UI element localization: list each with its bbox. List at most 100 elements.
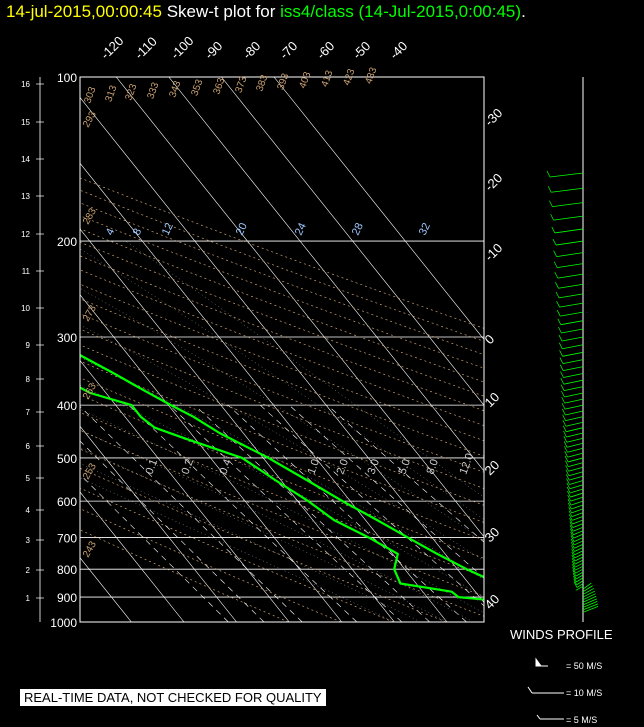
- wind-shaft: [560, 311, 584, 317]
- wind-barb: [550, 213, 554, 221]
- isotherm-line: [80, 162, 448, 622]
- height-km-label: 1: [26, 594, 31, 603]
- wind-barb: [563, 441, 568, 448]
- theta-label: 353: [189, 78, 205, 98]
- wind-shaft: [565, 410, 584, 416]
- wind-key-barb-icon: [527, 686, 564, 694]
- theta-label: 393: [275, 72, 291, 92]
- wind-shaft: [582, 595, 597, 603]
- wind-shaft: [572, 526, 584, 532]
- mixing-ratio-line: [194, 404, 430, 622]
- wind-shaft: [574, 543, 584, 549]
- isotherm-line: [80, 97, 484, 603]
- dry-adiabat-line: [80, 344, 484, 506]
- theta-left-label: 243: [81, 539, 99, 559]
- right-temp-label: -30: [482, 105, 506, 129]
- theta-label: 333: [145, 81, 161, 101]
- mixing-ratio-label: 1.0: [306, 458, 323, 476]
- wind-barb: [558, 326, 562, 334]
- wind-shaft: [560, 320, 584, 326]
- wind-barb: [561, 402, 566, 410]
- wind-shaft: [575, 574, 584, 580]
- dry-adiabat-line: [80, 394, 484, 559]
- wind-key-halfbarb-icon: [536, 714, 564, 720]
- dry-adiabat-line: [80, 189, 484, 342]
- height-km-label: 5: [26, 474, 31, 483]
- wind-shaft: [576, 583, 584, 588]
- wind-shaft: [569, 484, 584, 490]
- wind-barb: [557, 318, 562, 325]
- theta-label: 403: [297, 70, 313, 90]
- wind-barb: [560, 371, 564, 378]
- winds-profile-title: WINDS PROFILE: [510, 627, 613, 642]
- title-prefix: Skew-t plot for: [166, 2, 276, 21]
- wind-shaft: [549, 172, 584, 178]
- dry-adiabat-line: [80, 298, 484, 457]
- moist-adiabat-line: [80, 463, 421, 622]
- theta-e-label: 8: [131, 227, 144, 238]
- dry-adiabat-line: [80, 202, 484, 356]
- height-km-label: 7: [26, 408, 31, 417]
- wind-shaft: [557, 273, 584, 279]
- wind-shaft: [573, 537, 584, 542]
- wind-barb: [562, 414, 566, 421]
- right-temp-label: 10: [482, 389, 503, 410]
- wind-shaft: [570, 496, 584, 502]
- dry-adiabat-line: [80, 360, 484, 523]
- theta-e-label: 12: [160, 221, 176, 237]
- wind-shaft: [559, 302, 584, 308]
- wind-barb: [566, 482, 571, 489]
- wind-barb: [571, 557, 576, 565]
- theta-left-label: 263: [81, 381, 99, 401]
- theta-e-label: 28: [350, 221, 366, 237]
- wind-shaft: [571, 504, 584, 510]
- isotherm-line: [80, 491, 185, 622]
- height-km-label: 6: [26, 442, 31, 451]
- wind-shaft: [576, 580, 584, 586]
- wind-barb: [553, 250, 557, 257]
- title-datetime: 14-jul-2015,00:00:45: [6, 2, 162, 21]
- top-temp-label: -80: [240, 38, 264, 62]
- wind-shaft: [574, 550, 584, 556]
- theta-left-label: 253: [81, 461, 99, 481]
- dry-adiabat-line: [80, 215, 484, 369]
- wind-barb: [563, 430, 567, 438]
- wind-shaft: [553, 215, 584, 221]
- wind-shaft: [569, 488, 584, 494]
- title-station: iss4/class (14-Jul-2015,0:00:45): [280, 2, 522, 21]
- wind-barb: [571, 554, 576, 562]
- theta-label: 373: [233, 75, 249, 95]
- pressure-label: 600: [57, 495, 77, 509]
- right-temp-label: 20: [482, 457, 503, 478]
- pressure-label: 1000: [50, 616, 77, 630]
- wind-barb: [568, 506, 572, 514]
- pressure-label: 800: [57, 563, 77, 577]
- plot-area: [80, 77, 484, 622]
- wind-shaft: [571, 508, 584, 514]
- top-temp-label: -110: [132, 34, 160, 62]
- wind-barb: [569, 517, 573, 525]
- mixing-ratio-label: 2.0: [335, 458, 352, 476]
- wind-barb: [559, 350, 563, 357]
- mixing-ratio-line: [80, 440, 265, 622]
- wind-barb: [573, 575, 577, 583]
- wind-shaft: [552, 202, 584, 207]
- top-temp-label: -40: [387, 38, 411, 62]
- wind-shaft: [558, 283, 584, 289]
- theta-label: 433: [363, 66, 379, 86]
- wind-barb: [546, 170, 551, 178]
- wind-barb: [558, 334, 563, 342]
- theta-left-label: 293: [81, 109, 99, 129]
- top-temp-label: -120: [98, 33, 127, 62]
- theta-e-label: 32: [417, 221, 433, 237]
- wind-shaft: [582, 585, 593, 593]
- wind-shaft: [582, 593, 596, 601]
- wind-shaft: [567, 442, 584, 448]
- dry-adiabat-line: [80, 241, 484, 397]
- wind-shaft: [569, 480, 584, 485]
- wind-shaft: [563, 379, 584, 385]
- wind-shaft: [567, 452, 584, 458]
- wind-barb: [572, 569, 577, 577]
- wind-shaft: [574, 556, 584, 562]
- dry-adiabat-line: [80, 313, 484, 473]
